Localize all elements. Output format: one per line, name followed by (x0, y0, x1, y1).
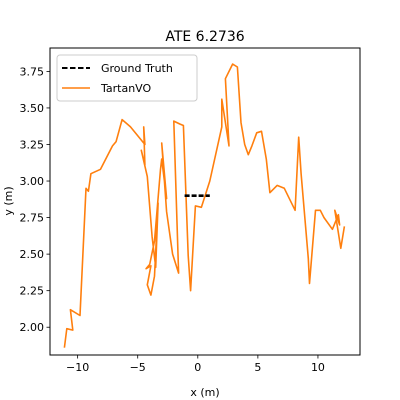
y-axis: 2.00 2.25 2.50 2.75 3.00 3.25 3.50 3.75 (20, 65, 50, 334)
x-tick-label: 5 (254, 361, 261, 374)
plot-frame (49, 47, 361, 356)
y-tick-label: 2.25 (20, 285, 45, 298)
legend: Ground Truth TartanVO (56, 54, 198, 102)
series-line-tartanvo (63, 63, 346, 348)
x-tick-label: 10 (311, 361, 325, 374)
x-tick-label: −5 (130, 361, 146, 374)
y-tick-label: 2.00 (20, 321, 45, 334)
x-tick-label: −10 (66, 361, 89, 374)
plot-area (49, 47, 361, 356)
series-layer (63, 63, 346, 348)
y-tick-label: 3.00 (20, 175, 45, 188)
y-tick-label: 3.25 (20, 138, 45, 151)
legend-label-tartanvo: TartanVO (100, 82, 152, 95)
x-axis: −10 −5 0 5 10 (66, 355, 325, 374)
chart-title: ATE 6.2736 (165, 29, 244, 45)
x-axis-label: x (m) (190, 386, 219, 399)
y-tick-label: 3.75 (20, 65, 45, 78)
legend-box (56, 54, 198, 102)
x-tick-label: 0 (194, 361, 201, 374)
y-tick-label: 2.75 (20, 212, 45, 225)
y-tick-label: 2.50 (20, 248, 45, 261)
y-axis-label: y (m) (2, 186, 15, 215)
y-tick-label: 3.50 (20, 102, 45, 115)
legend-label-ground-truth: Ground Truth (101, 62, 173, 75)
